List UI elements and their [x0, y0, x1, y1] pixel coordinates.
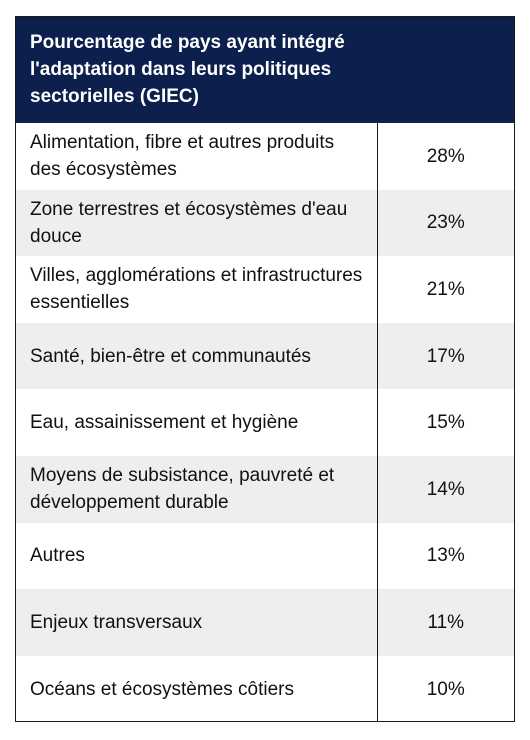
sector-cell: Santé, bien-être et communautés	[16, 322, 377, 390]
sector-cell: Eau, assainissement et hygiène	[30, 412, 299, 434]
sector-cell: Alimentation, fibre et autres produits d…	[30, 132, 335, 181]
table-container: Pourcentage de pays ayant intégré l'adap…	[15, 16, 515, 723]
percent-cell: 28%	[376, 123, 514, 190]
table-row: Santé, bien-être et communautés 17%	[16, 322, 514, 390]
percent-cell: 21%	[376, 256, 514, 323]
table: Alimentation, fibre et autres produits d…	[16, 123, 514, 723]
sector-cell: Villes, agglomérations et infrastructure…	[30, 265, 363, 314]
percent-cell: 15%	[376, 389, 514, 456]
table-row: Autres 13%	[16, 522, 514, 590]
percent-cell: 17%	[376, 322, 514, 390]
percent-cell: 14%	[376, 455, 514, 523]
percent-cell: 11%	[376, 589, 514, 656]
percent-cell: 23%	[376, 189, 514, 257]
sector-cell: Océans et écosystèmes côtiers	[30, 678, 294, 700]
sector-cell: Zone terrestres et écosystèmes d'eau dou…	[16, 189, 377, 257]
table-header: Pourcentage de pays ayant intégré l'adap…	[16, 17, 514, 123]
percent-cell: 13%	[376, 522, 514, 590]
percent-cell: 10%	[376, 655, 514, 723]
table-row: Villes, agglomérations et infrastructure…	[16, 256, 514, 323]
table-row: Eau, assainissement et hygiène 15%	[16, 389, 514, 456]
table-row: Enjeux transversaux 11%	[16, 589, 514, 656]
table-row: Zone terrestres et écosystèmes d'eau dou…	[16, 189, 514, 257]
table-row: Alimentation, fibre et autres produits d…	[16, 123, 514, 190]
sector-cell: Autres	[30, 545, 85, 567]
table-row: Océans et écosystèmes côtiers 10%	[16, 655, 514, 723]
sector-cell: Moyens de subsistance, pauvreté et dével…	[16, 455, 377, 523]
table-row: Moyens de subsistance, pauvreté et dével…	[16, 455, 514, 523]
sector-cell: Enjeux transversaux	[16, 589, 377, 656]
